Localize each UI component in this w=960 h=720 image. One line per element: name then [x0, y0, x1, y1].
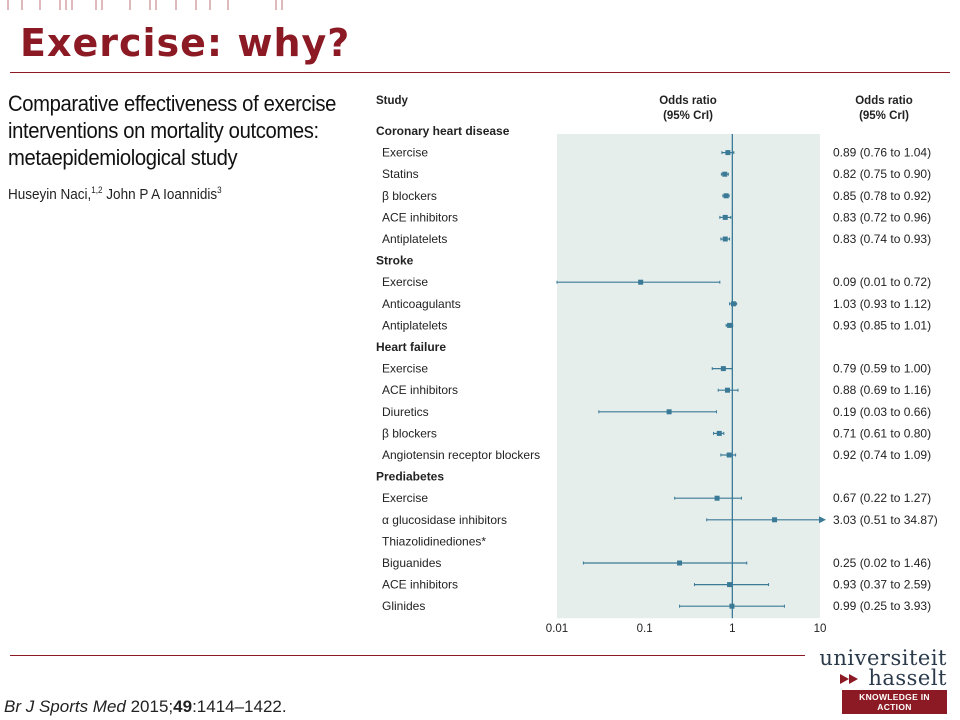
header-odds-ratio-center: Odds ratio [659, 95, 717, 107]
row-label: Glinides [382, 599, 425, 613]
logo-tagline: KNOWLEDGE IN ACTION [842, 690, 947, 714]
paper-title: Comparative effectiveness of exercise in… [8, 91, 337, 170]
row-label: Diuretics [382, 405, 429, 419]
row-estimate-text: 0.85 (0.78 to 0.92) [833, 189, 931, 203]
logo-arrow-icon [849, 674, 858, 684]
point-estimate [638, 279, 644, 285]
row-estimate-text: 0.67 (0.22 to 1.27) [833, 491, 931, 505]
row-estimate-text: 0.89 (0.76 to 1.04) [833, 146, 931, 160]
logo-text-line2: hasselt [812, 668, 947, 689]
point-estimate [722, 236, 728, 242]
group-label: Heart failure [376, 340, 446, 354]
forest-plot: Study Odds ratio (95% CrI) Odds ratio (95% C… [376, 95, 938, 635]
row-label: Exercise [382, 146, 428, 160]
x-tick-label: 1 [729, 623, 735, 635]
title-divider [10, 72, 950, 73]
x-tick-label: 0.01 [546, 623, 568, 635]
row-estimate-text: 0.83 (0.72 to 0.96) [833, 210, 931, 224]
row-estimate-text: 0.99 (0.25 to 3.93) [833, 599, 931, 613]
row-label: β blockers [382, 426, 437, 440]
point-estimate [772, 517, 778, 523]
group-label: Coronary heart disease [376, 124, 510, 138]
x-tick-label: 0.1 [637, 623, 653, 635]
row-label: β blockers [382, 189, 437, 203]
citation: Br J Sports Med 2015;49:1414–1422. [4, 697, 287, 716]
row-label: Antiplatelets [382, 318, 447, 332]
row-label: Exercise [382, 491, 428, 505]
row-estimate-text: 0.71 (0.61 to 0.80) [833, 426, 931, 440]
row-label: ACE inhibitors [382, 383, 458, 397]
logo-arrow-icon [840, 674, 849, 684]
row-estimate-text: 1.03 (0.93 to 1.12) [833, 297, 931, 311]
point-estimate [725, 150, 731, 156]
row-label: Biguanides [382, 556, 441, 570]
row-label: Anticoagulants [382, 297, 461, 311]
ci-arrow [819, 516, 826, 524]
row-estimate-text: 0.79 (0.59 to 1.00) [833, 362, 931, 376]
row-estimate-text: 0.82 (0.75 to 0.90) [833, 167, 931, 181]
logo-text-line1: universiteit [819, 646, 947, 670]
slide-title: Exercise: why? [20, 21, 351, 65]
row-label: Exercise [382, 275, 428, 289]
row-estimate-text: 0.93 (0.85 to 1.01) [833, 318, 931, 332]
row-label: ACE inhibitors [382, 210, 458, 224]
row-estimate-text: 0.25 (0.02 to 1.46) [833, 556, 931, 570]
x-tick-label: 10 [814, 623, 827, 635]
point-estimate [724, 387, 730, 393]
group-label: Prediabetes [376, 470, 444, 484]
row-estimate-text: 0.88 (0.69 to 1.16) [833, 383, 931, 397]
point-estimate [727, 322, 733, 328]
title-decoration [7, 0, 283, 10]
point-estimate [677, 560, 683, 566]
point-estimate [716, 430, 722, 436]
row-label: Angiotensin receptor blockers [382, 448, 540, 462]
row-estimate-text: 0.19 (0.03 to 0.66) [833, 405, 931, 419]
university-logo: universiteit hasselt KNOWLEDGE IN ACTION [812, 648, 947, 714]
row-label: α glucosidase inhibitors [382, 513, 507, 527]
point-estimate [666, 409, 672, 415]
header-cri-center: (95% CrI) [663, 110, 713, 122]
point-estimate [720, 366, 726, 372]
point-estimate [726, 452, 732, 458]
row-label: Antiplatelets [382, 232, 447, 246]
row-label: Statins [382, 167, 419, 181]
point-estimate [714, 495, 720, 501]
header-study: Study [376, 95, 409, 107]
row-estimate-text: 0.83 (0.74 to 0.93) [833, 232, 931, 246]
point-estimate [722, 214, 728, 220]
point-estimate [722, 171, 728, 177]
row-estimate-text: 0.93 (0.37 to 2.59) [833, 578, 931, 592]
row-estimate-text: 3.03 (0.51 to 34.87) [833, 513, 938, 527]
group-label: Stroke [376, 254, 414, 268]
row-estimate-text: 0.92 (0.74 to 1.09) [833, 448, 931, 462]
plot-background-band [557, 134, 820, 619]
point-estimate [730, 301, 736, 307]
header-cri-right: (95% CrI) [859, 110, 909, 122]
row-label: Exercise [382, 362, 428, 376]
point-estimate [727, 582, 733, 588]
row-label: Thiazolidinediones* [382, 534, 486, 548]
header-odds-ratio-right: Odds ratio [855, 95, 913, 107]
row-estimate-text: 0.09 (0.01 to 0.72) [833, 275, 931, 289]
footer-divider [10, 655, 805, 656]
point-estimate [723, 193, 729, 199]
paper-authors: Huseyin Naci,1,2 John P A Ioannidis3 [8, 185, 222, 203]
row-label: ACE inhibitors [382, 578, 458, 592]
